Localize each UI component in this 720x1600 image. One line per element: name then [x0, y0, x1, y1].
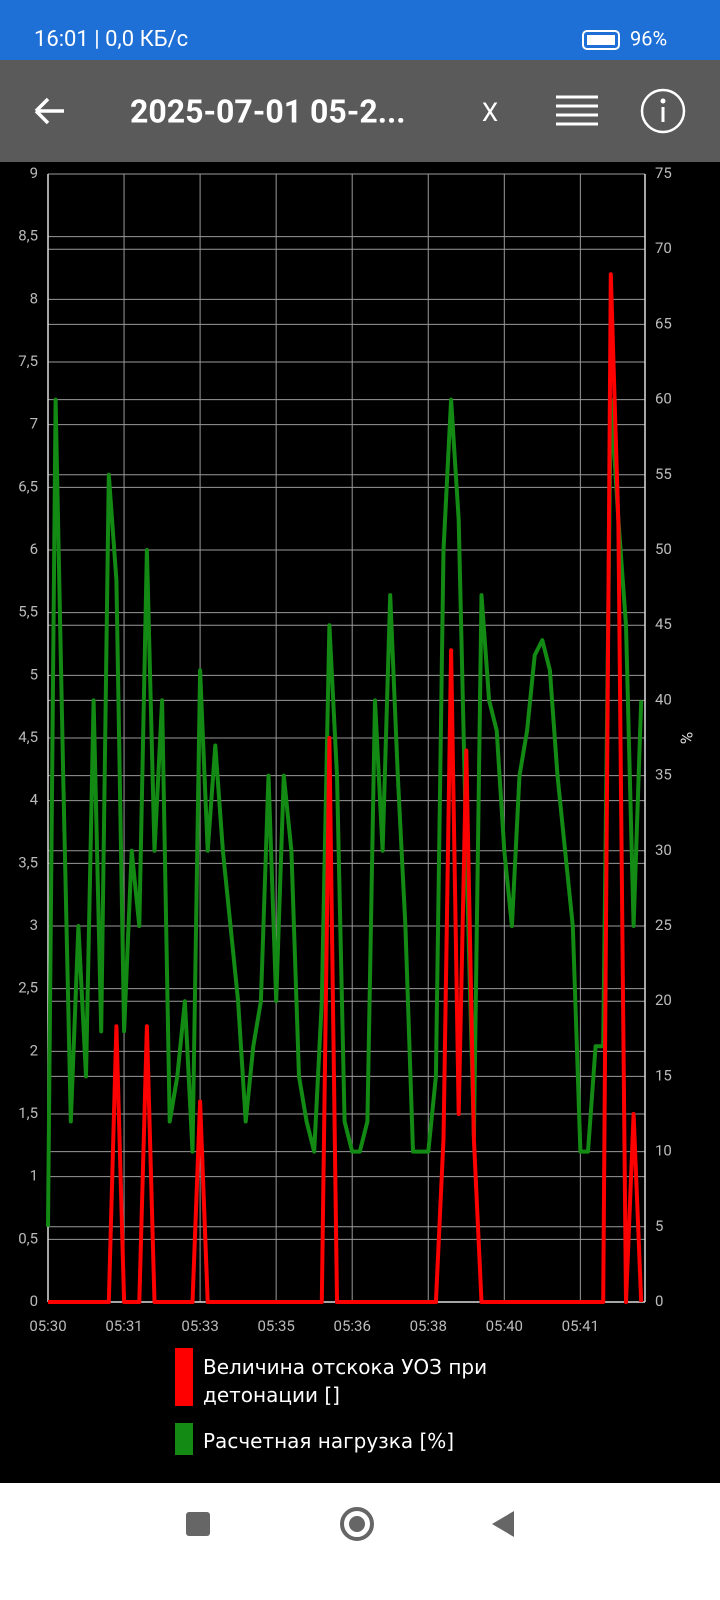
back-button[interactable]: [34, 97, 64, 125]
y2-tick-label: 55: [655, 465, 672, 483]
plot: 0 0,5 1 1,5 2 2,5 3 3,5 4 4,5 5 5,5 6 6,5 7 7,5 8 8,5 9 0 5 1…: [18, 164, 697, 1335]
y2-tick-label: 50: [655, 540, 672, 558]
y2-tick-label: 75: [655, 164, 672, 182]
nav-bar: [0, 1483, 720, 1600]
series-line: [48, 272, 644, 1304]
legend-swatch: [175, 1423, 193, 1455]
legend-entry: Расчетная нагрузка [%]: [203, 1429, 455, 1453]
x-tick-label: 05:33: [181, 1317, 218, 1335]
y2-tick-label: 60: [655, 390, 672, 408]
y-tick-label: 4: [30, 791, 39, 809]
y-tick-label: 1: [30, 1167, 38, 1185]
y2-tick-label: 35: [655, 766, 672, 784]
legend-entry: Величина отскока УОЗ при детонации []: [203, 1355, 488, 1407]
home-button[interactable]: [340, 1507, 374, 1541]
y2-tick-label: 45: [655, 615, 672, 633]
toolbar: [0, 60, 720, 162]
battery-icon: [582, 30, 620, 50]
y-tick-label: 1,5: [18, 1104, 38, 1122]
y-tick-label: 6,5: [18, 477, 38, 495]
y2-axis-label: %: [677, 732, 697, 744]
y-tick-label: 8: [30, 289, 38, 307]
y2-tick-label: 40: [655, 690, 672, 708]
legend-swatch: [175, 1348, 193, 1406]
series-line: [46, 397, 644, 1227]
y-tick-label: 0,5: [18, 1229, 38, 1247]
x-tick-label: 05:38: [410, 1317, 447, 1335]
list-button[interactable]: [556, 95, 598, 126]
y-tick-label: 3: [30, 916, 38, 934]
y-tick-label: 7: [30, 415, 38, 433]
y2-tick-label: 70: [655, 239, 672, 257]
close-button[interactable]: X: [482, 98, 498, 128]
y2-tick-label: 10: [655, 1142, 672, 1160]
x-tick-label: 05:31: [105, 1317, 142, 1335]
recents-button[interactable]: [186, 1512, 210, 1536]
y-tick-label: 7,5: [18, 352, 38, 370]
y-tick-label: 5,5: [18, 603, 38, 621]
battery-fill: [587, 35, 615, 45]
toolbar-title: 2025-07-01 05-2...: [130, 92, 406, 130]
back-nav-button[interactable]: [492, 1511, 514, 1537]
y2-tick-label: 0: [655, 1292, 663, 1310]
y2-tick-label: 15: [655, 1066, 672, 1084]
y-tick-label: 0: [30, 1292, 38, 1310]
y-tick-label: 4,5: [18, 728, 38, 746]
x-tick-label: 05:41: [562, 1317, 599, 1335]
y-tick-label: 9: [30, 164, 38, 182]
x-tick-label: 05:30: [29, 1317, 66, 1335]
y-tick-label: 8,5: [18, 227, 38, 245]
y-tick-label: 2: [30, 1041, 38, 1059]
y2-tick-label: 20: [655, 991, 672, 1009]
info-button[interactable]: [640, 88, 686, 134]
y2-tick-label: 25: [655, 916, 672, 934]
y-tick-label: 5: [30, 665, 38, 683]
y2-tick-label: 5: [655, 1217, 663, 1235]
x-tick-label: 05:40: [486, 1317, 523, 1335]
y-tick-label: 6: [30, 540, 38, 558]
y2-tick-label: 65: [655, 314, 672, 332]
x-tick-label: 05:35: [257, 1317, 294, 1335]
y2-tick-label: 30: [655, 841, 672, 859]
y-tick-label: 3,5: [18, 853, 38, 871]
battery-level: 96%: [630, 26, 667, 50]
y-tick-label: 2,5: [18, 979, 38, 997]
x-tick-label: 05:36: [334, 1317, 371, 1335]
status-time: 16:01 | 0,0 КБ/с: [34, 27, 188, 52]
